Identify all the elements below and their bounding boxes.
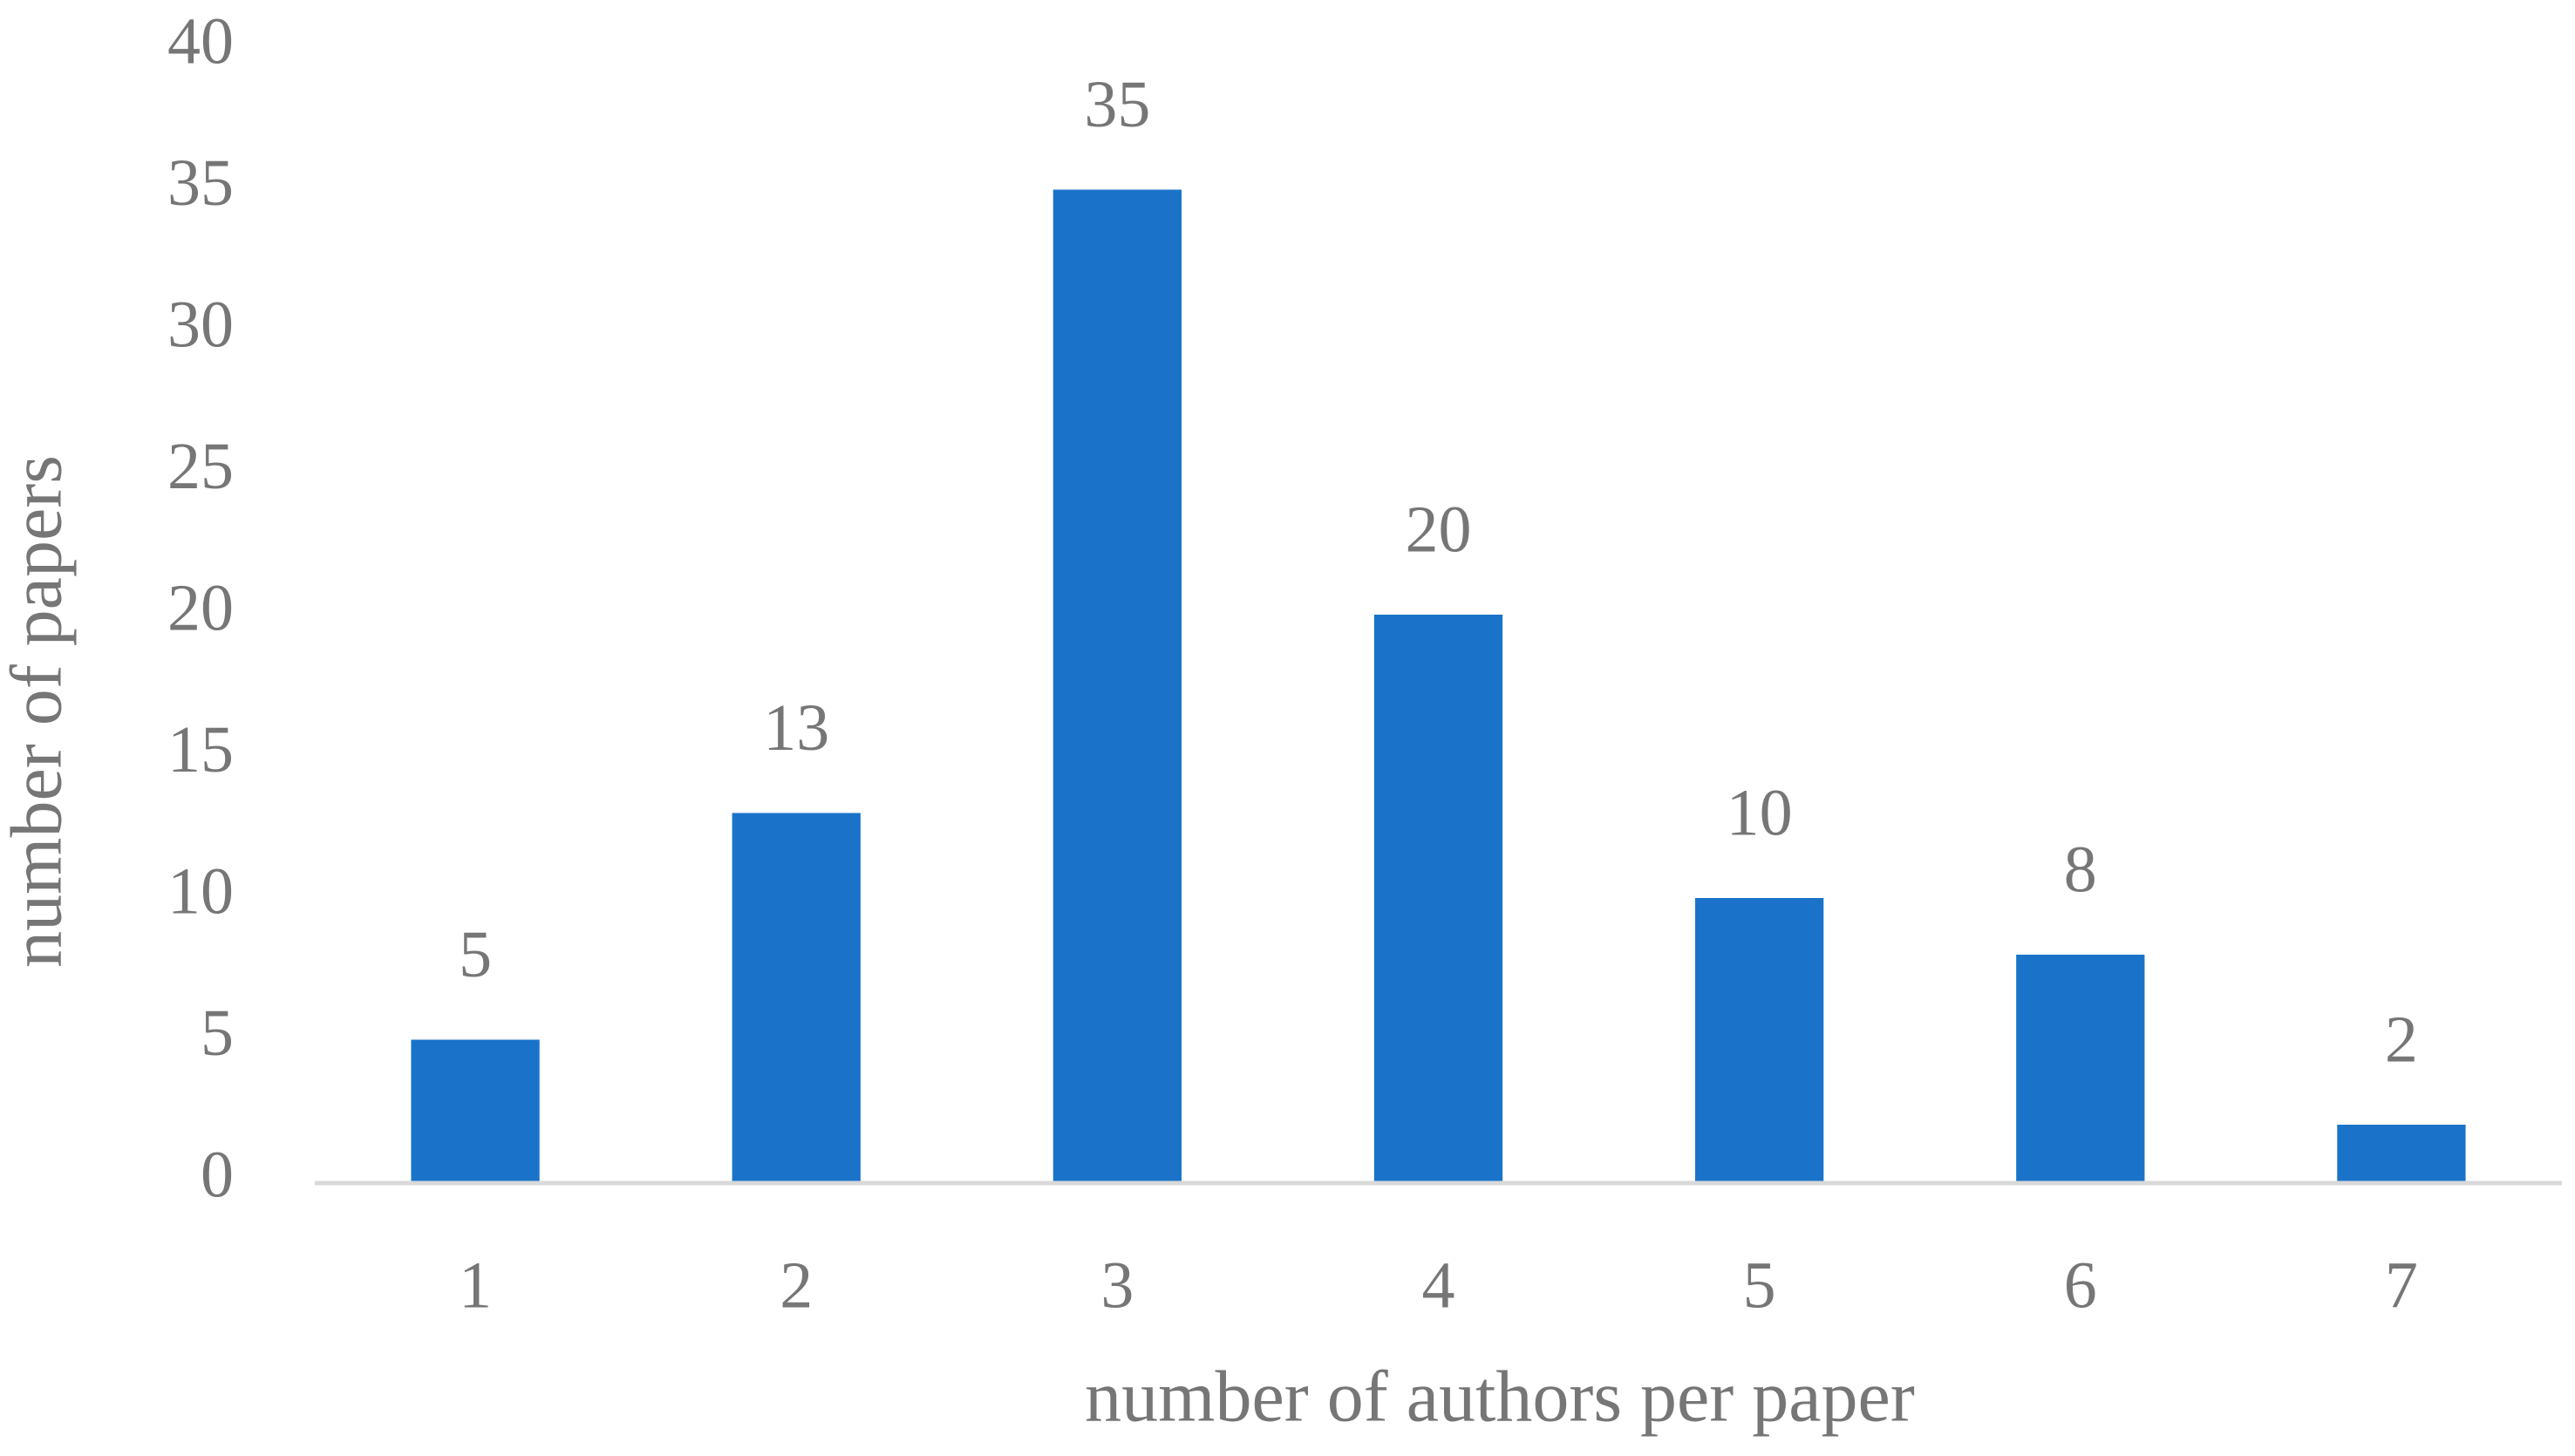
y-tick-label: 20 [167, 571, 234, 644]
x-tick-label: 6 [2064, 1248, 2097, 1322]
y-tick-label: 25 [167, 430, 234, 503]
x-axis-title: number of authors per paper [1085, 1356, 1915, 1437]
x-tick-label: 2 [780, 1248, 813, 1322]
bar [1052, 189, 1182, 1181]
bar [732, 813, 861, 1181]
x-tick-label: 5 [1743, 1248, 1776, 1322]
data-label: 13 [763, 691, 829, 765]
bar [1695, 898, 1824, 1181]
x-tick-label: 7 [2385, 1248, 2418, 1322]
y-tick-label: 0 [201, 1138, 234, 1211]
data-label: 10 [1727, 776, 1793, 849]
data-label: 5 [459, 918, 492, 991]
bar [2016, 955, 2145, 1181]
x-tick-label: 4 [1422, 1248, 1455, 1322]
y-tick-label: 10 [167, 854, 234, 928]
bar [411, 1039, 540, 1181]
x-tick-label: 1 [459, 1248, 492, 1322]
bar [1373, 615, 1503, 1181]
x-tick-label: 3 [1100, 1248, 1134, 1322]
data-label: 20 [1406, 493, 1472, 566]
data-label: 2 [2385, 1003, 2418, 1076]
y-tick-label: 35 [167, 146, 234, 220]
data-label: 8 [2064, 833, 2097, 906]
y-tick-label: 15 [167, 713, 234, 786]
bar [2337, 1125, 2466, 1181]
y-tick-label: 5 [201, 997, 234, 1070]
y-axis-title: number of papers [0, 455, 77, 968]
data-label: 35 [1084, 68, 1150, 141]
y-tick-label: 40 [167, 4, 234, 78]
y-tick-label: 30 [167, 288, 234, 361]
